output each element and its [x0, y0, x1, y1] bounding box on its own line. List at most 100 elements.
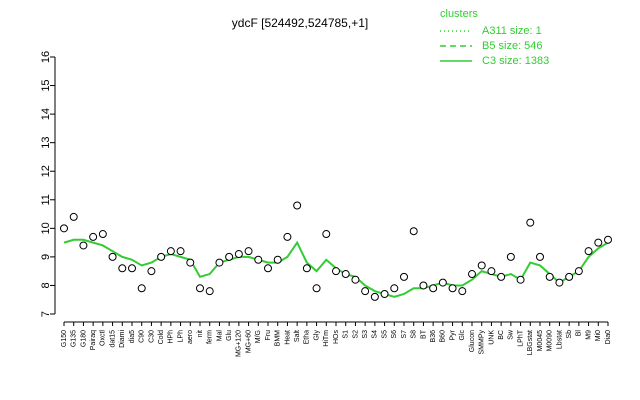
x-tick-label: Etha [304, 330, 311, 345]
x-tick-label: Glucon [469, 330, 476, 352]
x-tick-label: SMMPy [479, 330, 486, 355]
y-tick-label: 8 [40, 282, 52, 288]
data-point [273, 255, 282, 264]
y-tick-label: 10 [40, 222, 52, 234]
data-point [380, 290, 389, 299]
x-tick-label: M0045 [537, 330, 544, 352]
data-point [254, 255, 263, 264]
data-point [506, 252, 515, 261]
data-point [429, 284, 438, 293]
x-tick-label: Fru [265, 330, 272, 341]
x-tick-label: HOs [333, 330, 340, 345]
x-tick-label: Dia0 [605, 330, 612, 345]
x-tick-label: aero [187, 330, 194, 344]
x-tick-label: Pyr [449, 329, 456, 340]
x-tick-label: S7 [401, 330, 408, 339]
x-tick-label: Mal [216, 330, 223, 342]
legend-title: clusters [440, 8, 478, 20]
x-tick-label: dia5 [129, 330, 136, 343]
x-tick-label: HPh [168, 330, 175, 344]
x-tick-label: Gly [313, 330, 320, 341]
x-tick-label: BT [420, 329, 427, 339]
data-point [390, 284, 399, 293]
data-point [89, 232, 98, 241]
data-point [341, 270, 350, 279]
data-point [477, 261, 486, 270]
data-point [458, 287, 467, 296]
data-point [419, 281, 428, 290]
data-point [60, 224, 68, 233]
data-point [497, 272, 506, 281]
x-tick-label: G180 [80, 330, 87, 347]
data-point [400, 272, 408, 281]
x-tick-label: S3 [362, 330, 369, 339]
x-tick-label: ferm [207, 330, 214, 344]
x-tick-label: M9 [585, 330, 592, 340]
x-tick-label: LBGstat [527, 330, 534, 355]
data-point [118, 264, 127, 273]
x-tick-label: MG+120 [236, 330, 243, 357]
data-point [147, 267, 156, 276]
data-point [137, 284, 146, 293]
x-tick-label: G135 [71, 330, 78, 347]
data-point [302, 264, 311, 273]
data-point [196, 284, 204, 293]
data-point [176, 247, 185, 256]
data-point [98, 230, 107, 239]
x-tick-label: Glu [226, 330, 233, 341]
x-tick-label: S4 [372, 330, 379, 339]
x-tick-label: C90 [139, 330, 146, 343]
legend-label: B5 size: 546 [482, 40, 543, 52]
x-tick-label: Bl [576, 330, 583, 337]
x-tick-label: LPh [177, 330, 184, 343]
x-tick-label: C30 [148, 330, 155, 343]
data-point [487, 267, 496, 276]
data-point [186, 258, 195, 267]
x-tick-label: BMM [275, 330, 282, 347]
x-tick-label: MG+60 [245, 330, 252, 353]
data-point [516, 275, 525, 284]
x-tick-label: Sw [508, 329, 515, 340]
data-point [584, 247, 593, 256]
x-tick-label: nit [197, 330, 204, 337]
x-tick-label: M0090 [547, 330, 554, 352]
y-tick-label: 16 [40, 51, 52, 63]
data-point [205, 287, 214, 296]
data-point [128, 264, 136, 273]
data-point [283, 232, 292, 241]
x-tick-label: Glc [459, 330, 466, 341]
data-point [536, 252, 544, 261]
x-tick-label: Salt [294, 330, 301, 342]
x-tick-label: G150 [61, 330, 68, 347]
data-point [312, 284, 321, 293]
data-point [438, 278, 447, 287]
y-tick-label: 7 [40, 311, 52, 317]
x-tick-label: B60 [440, 330, 447, 343]
data-point [448, 284, 457, 293]
y-tick-label: 13 [40, 137, 52, 149]
x-tick-label: S5 [381, 330, 388, 339]
data-point [409, 227, 418, 236]
x-tick-label: B36 [430, 330, 437, 343]
x-tick-label: BC [498, 330, 505, 340]
data-point [225, 252, 234, 261]
legend-label: A311 size: 1 [482, 25, 542, 37]
data-point [69, 212, 78, 221]
data-point [604, 235, 612, 244]
x-tick-label: Oxctl [100, 330, 107, 346]
data-point [594, 238, 603, 247]
data-point [545, 272, 554, 281]
data-point [293, 201, 302, 210]
y-tick-label: 14 [40, 108, 52, 120]
data-point [322, 230, 331, 239]
x-tick-label: S1 [343, 330, 350, 339]
legend-label: C3 size: 1383 [482, 55, 549, 67]
y-tick-label: 9 [40, 254, 52, 260]
data-point [555, 278, 564, 287]
data-point [234, 250, 243, 259]
data-point [108, 252, 117, 261]
data-point [166, 247, 175, 256]
x-tick-label: UNK [488, 330, 495, 345]
x-tick-label: Lbstat [556, 330, 563, 349]
y-tick-label: 15 [40, 79, 52, 91]
